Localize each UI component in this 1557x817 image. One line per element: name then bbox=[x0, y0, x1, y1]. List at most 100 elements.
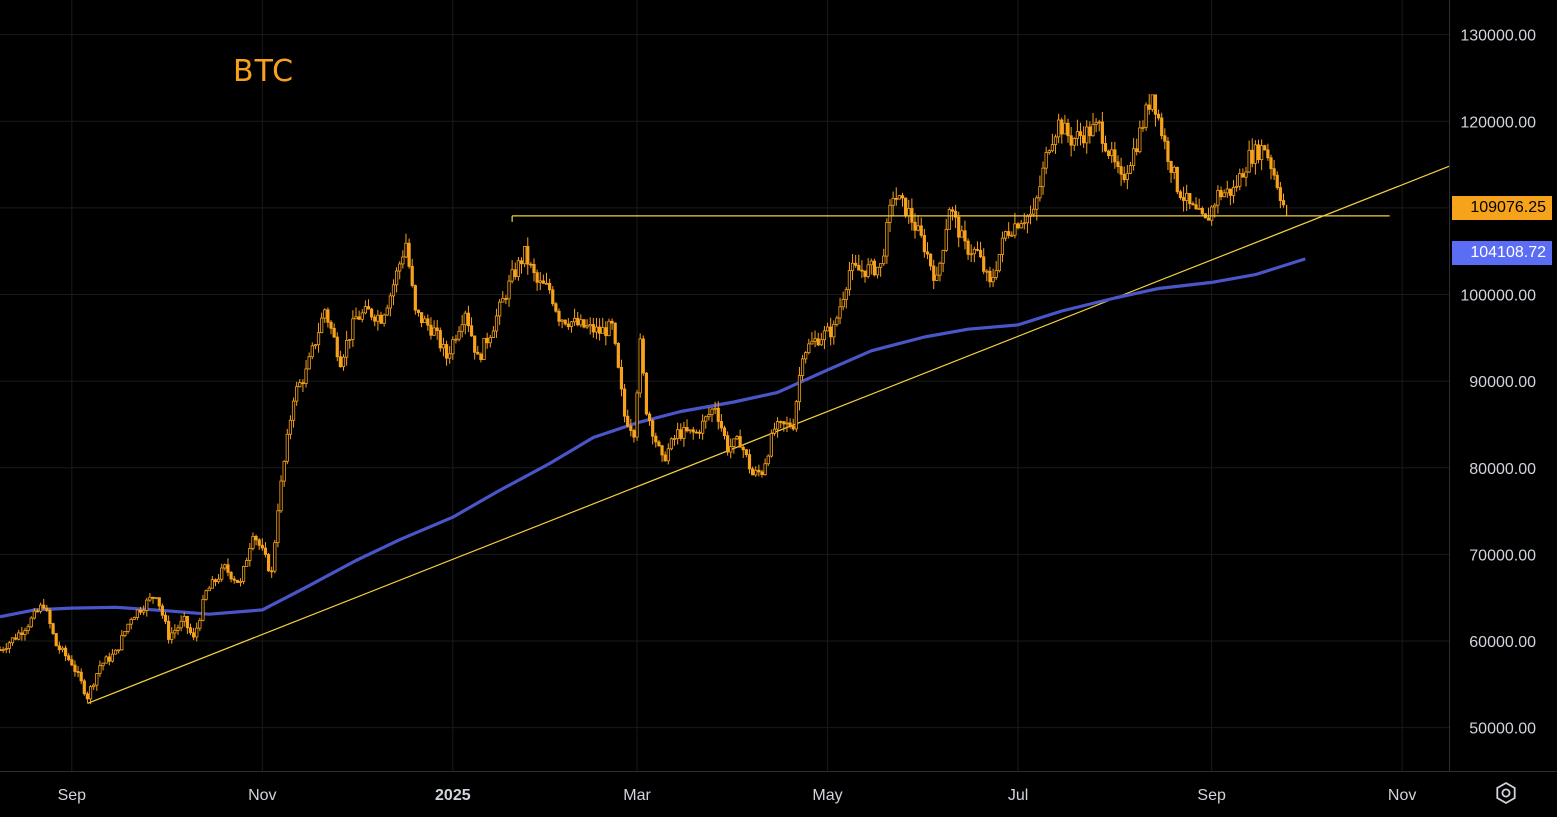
candle[interactable] bbox=[473, 335, 477, 360]
candle[interactable] bbox=[310, 342, 314, 360]
candle[interactable] bbox=[398, 261, 402, 280]
candle[interactable] bbox=[263, 542, 268, 558]
candle[interactable] bbox=[42, 598, 46, 610]
candle[interactable] bbox=[1016, 222, 1020, 230]
candle[interactable] bbox=[170, 627, 174, 644]
candle[interactable] bbox=[142, 605, 146, 616]
candle[interactable] bbox=[822, 325, 827, 350]
candle[interactable] bbox=[216, 574, 221, 584]
candle[interactable] bbox=[23, 627, 27, 641]
candle[interactable] bbox=[167, 615, 171, 644]
candle[interactable] bbox=[1200, 206, 1204, 216]
candle[interactable] bbox=[270, 566, 274, 578]
candle[interactable] bbox=[145, 597, 149, 617]
candle[interactable] bbox=[747, 449, 752, 474]
candle[interactable] bbox=[451, 336, 455, 360]
candle[interactable] bbox=[185, 615, 189, 634]
candle[interactable] bbox=[407, 238, 411, 269]
candle[interactable] bbox=[301, 379, 305, 393]
candle[interactable] bbox=[1191, 201, 1195, 206]
candle[interactable] bbox=[454, 334, 458, 344]
chart-settings-button[interactable] bbox=[1493, 780, 1519, 806]
candle[interactable] bbox=[1160, 112, 1164, 140]
candle[interactable] bbox=[794, 399, 798, 432]
candle[interactable] bbox=[751, 466, 755, 476]
candle[interactable] bbox=[548, 278, 552, 294]
candle[interactable] bbox=[348, 339, 352, 349]
candle[interactable] bbox=[825, 322, 830, 332]
candle[interactable] bbox=[316, 322, 321, 353]
candle[interactable] bbox=[1122, 166, 1126, 183]
candle[interactable] bbox=[210, 576, 214, 589]
candle[interactable] bbox=[45, 604, 49, 612]
candle[interactable] bbox=[557, 308, 561, 327]
candle[interactable] bbox=[726, 431, 730, 456]
candle[interactable] bbox=[304, 360, 308, 388]
candle[interactable] bbox=[104, 655, 108, 664]
candle[interactable] bbox=[957, 211, 961, 248]
candle[interactable] bbox=[1, 646, 5, 653]
candle[interactable] bbox=[1225, 180, 1229, 198]
candle[interactable] bbox=[335, 332, 339, 362]
candle[interactable] bbox=[276, 503, 280, 548]
candle[interactable] bbox=[82, 678, 86, 696]
candle[interactable] bbox=[20, 626, 24, 641]
candle[interactable] bbox=[694, 429, 698, 434]
candle[interactable] bbox=[435, 319, 439, 340]
candle[interactable] bbox=[691, 426, 695, 440]
candle[interactable] bbox=[1069, 127, 1073, 157]
candle[interactable] bbox=[1125, 165, 1129, 190]
candle[interactable] bbox=[766, 454, 770, 466]
candle[interactable] bbox=[51, 622, 55, 635]
candle[interactable] bbox=[388, 292, 392, 317]
candle[interactable] bbox=[26, 624, 30, 635]
candle[interactable] bbox=[241, 565, 246, 585]
candle[interactable] bbox=[982, 248, 986, 275]
candle[interactable] bbox=[947, 207, 951, 230]
candle[interactable] bbox=[660, 444, 664, 462]
candle[interactable] bbox=[563, 319, 567, 326]
candle[interactable] bbox=[1113, 141, 1117, 169]
candle[interactable] bbox=[847, 261, 852, 296]
candle[interactable] bbox=[48, 607, 52, 629]
candle[interactable] bbox=[413, 284, 417, 315]
candle[interactable] bbox=[85, 691, 90, 703]
candle[interactable] bbox=[463, 310, 467, 335]
candle[interactable] bbox=[629, 418, 633, 437]
candle[interactable] bbox=[198, 617, 202, 632]
candle[interactable] bbox=[704, 415, 708, 429]
candle[interactable] bbox=[88, 685, 93, 705]
candle[interactable] bbox=[482, 337, 486, 360]
candle[interactable] bbox=[291, 397, 296, 428]
candle[interactable] bbox=[666, 443, 670, 465]
candle[interactable] bbox=[466, 305, 471, 333]
candle[interactable] bbox=[997, 254, 1001, 273]
candle[interactable] bbox=[960, 225, 964, 238]
candle[interactable] bbox=[988, 266, 992, 288]
candle[interactable] bbox=[1128, 161, 1133, 175]
candle[interactable] bbox=[966, 238, 970, 260]
candle[interactable] bbox=[113, 649, 118, 655]
candle[interactable] bbox=[585, 319, 589, 330]
candle[interactable] bbox=[404, 233, 408, 259]
candle[interactable] bbox=[223, 563, 227, 571]
candle[interactable] bbox=[938, 261, 942, 282]
candle[interactable] bbox=[363, 300, 367, 315]
candle[interactable] bbox=[872, 258, 876, 277]
candle[interactable] bbox=[516, 257, 520, 281]
candle[interactable] bbox=[429, 317, 433, 340]
candle[interactable] bbox=[173, 624, 177, 639]
candle[interactable] bbox=[295, 381, 299, 406]
candle[interactable] bbox=[207, 586, 211, 592]
candle[interactable] bbox=[560, 319, 564, 329]
candle[interactable] bbox=[1097, 119, 1101, 132]
candle[interactable] bbox=[273, 540, 277, 574]
candle[interactable] bbox=[1082, 126, 1086, 148]
candle[interactable] bbox=[566, 318, 570, 330]
candle[interactable] bbox=[1085, 120, 1089, 154]
candle[interactable] bbox=[741, 444, 745, 458]
candle[interactable] bbox=[92, 683, 96, 691]
candle[interactable] bbox=[395, 267, 399, 293]
candle[interactable] bbox=[70, 655, 74, 666]
candle[interactable] bbox=[157, 597, 161, 610]
